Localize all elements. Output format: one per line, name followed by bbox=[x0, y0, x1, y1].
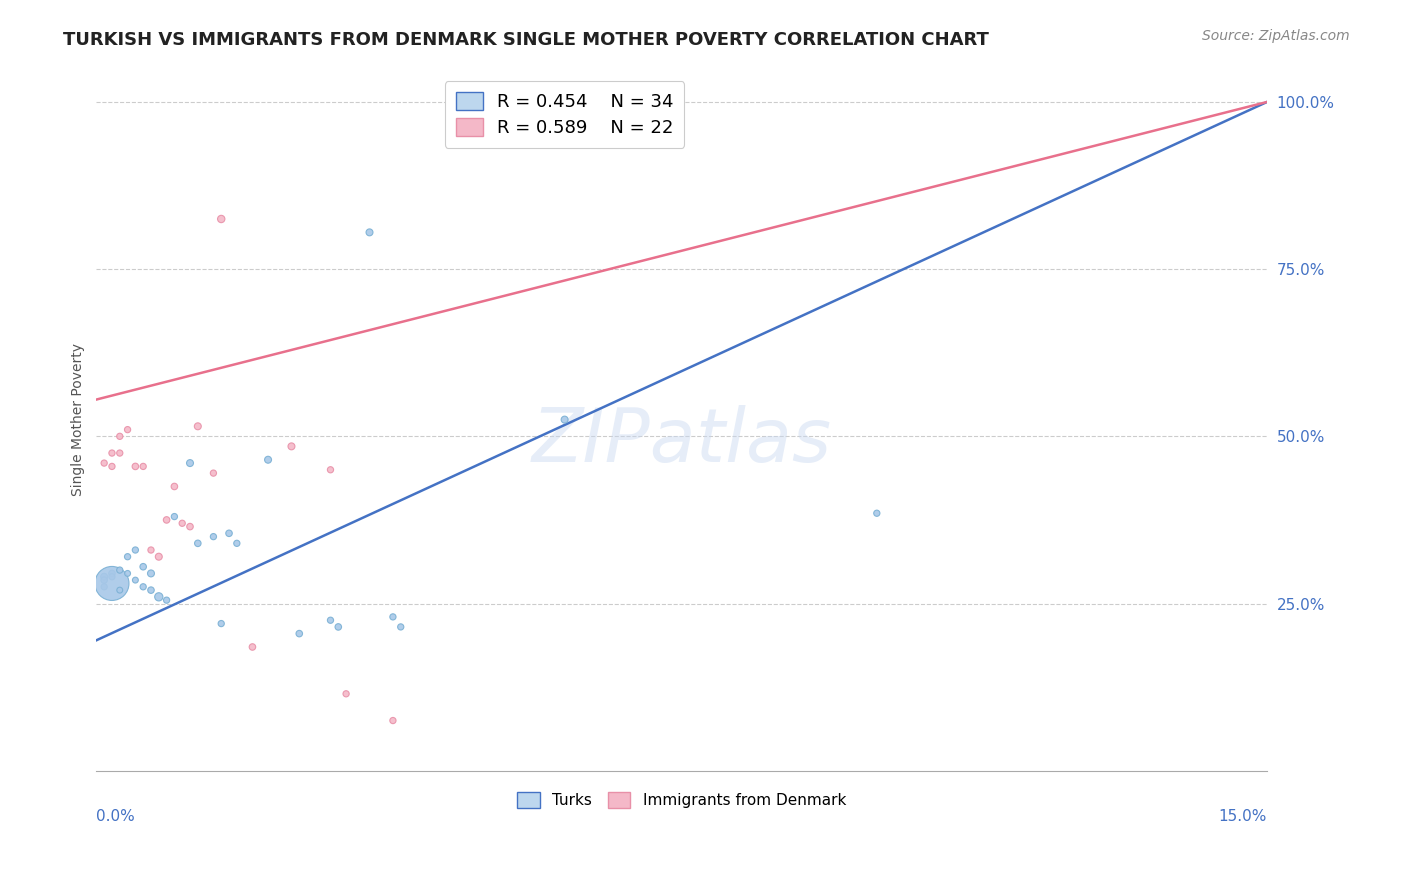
Point bbox=[108, 429, 131, 443]
Point bbox=[319, 463, 342, 477]
Point bbox=[132, 459, 155, 474]
Point bbox=[242, 640, 264, 654]
Point bbox=[257, 452, 280, 467]
Point bbox=[319, 613, 342, 627]
Point bbox=[163, 479, 186, 493]
Point bbox=[108, 583, 131, 598]
Point bbox=[225, 536, 247, 550]
Point bbox=[163, 509, 186, 524]
Point bbox=[187, 419, 209, 434]
Point bbox=[218, 526, 240, 541]
Point bbox=[148, 590, 170, 604]
Point bbox=[124, 543, 146, 558]
Text: Source: ZipAtlas.com: Source: ZipAtlas.com bbox=[1202, 29, 1350, 43]
Text: ZIPatlas: ZIPatlas bbox=[531, 405, 832, 476]
Point bbox=[554, 412, 576, 426]
Point bbox=[155, 593, 177, 607]
Point bbox=[124, 459, 146, 474]
Point bbox=[155, 513, 177, 527]
Point bbox=[187, 536, 209, 550]
Point bbox=[108, 563, 131, 577]
Point bbox=[117, 566, 139, 581]
Point bbox=[148, 549, 170, 564]
Point bbox=[381, 714, 404, 728]
Point bbox=[108, 446, 131, 460]
Point bbox=[132, 559, 155, 574]
Point bbox=[381, 610, 404, 624]
Point bbox=[101, 459, 124, 474]
Point bbox=[93, 580, 115, 594]
Text: TURKISH VS IMMIGRANTS FROM DENMARK SINGLE MOTHER POVERTY CORRELATION CHART: TURKISH VS IMMIGRANTS FROM DENMARK SINGL… bbox=[63, 31, 990, 49]
Point bbox=[101, 446, 124, 460]
Point bbox=[389, 620, 412, 634]
Point bbox=[93, 456, 115, 470]
Y-axis label: Single Mother Poverty: Single Mother Poverty bbox=[72, 343, 86, 496]
Point bbox=[117, 549, 139, 564]
Point bbox=[866, 506, 889, 520]
Point bbox=[288, 626, 311, 640]
Text: 0.0%: 0.0% bbox=[97, 809, 135, 824]
Point bbox=[172, 516, 194, 531]
Point bbox=[139, 583, 162, 598]
Text: 15.0%: 15.0% bbox=[1219, 809, 1267, 824]
Point bbox=[209, 616, 232, 631]
Point bbox=[139, 566, 162, 581]
Point bbox=[93, 573, 115, 587]
Point bbox=[132, 580, 155, 594]
Point bbox=[124, 573, 146, 587]
Point bbox=[117, 423, 139, 437]
Point bbox=[202, 530, 225, 544]
Legend: Turks, Immigrants from Denmark: Turks, Immigrants from Denmark bbox=[509, 784, 853, 815]
Point bbox=[101, 570, 124, 584]
Point bbox=[280, 439, 302, 453]
Point bbox=[209, 212, 232, 227]
Point bbox=[101, 576, 124, 591]
Point bbox=[328, 620, 350, 634]
Point bbox=[139, 543, 162, 558]
Point bbox=[101, 566, 124, 581]
Point bbox=[359, 225, 381, 239]
Point bbox=[202, 466, 225, 480]
Point bbox=[335, 687, 357, 701]
Point bbox=[179, 456, 201, 470]
Point bbox=[179, 519, 201, 533]
Point bbox=[93, 570, 115, 584]
